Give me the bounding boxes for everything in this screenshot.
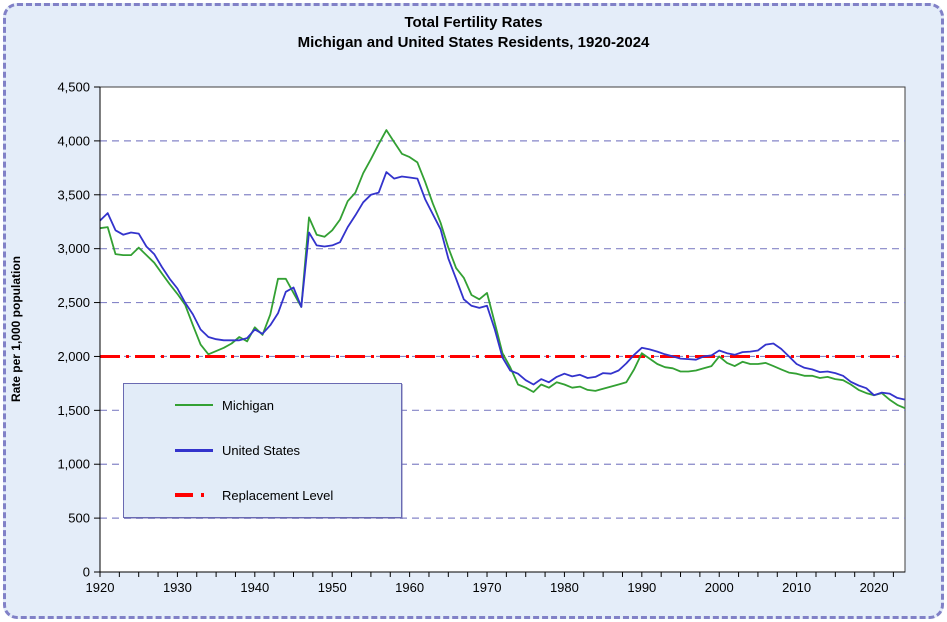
y-tick-label: 3,500 [57, 187, 90, 202]
legend-label-michigan: Michigan [222, 397, 275, 413]
x-tick-label: 1920 [86, 580, 115, 595]
united-states-line-swatch [175, 448, 213, 452]
legend-item-replacement-level: Replacement Level [124, 483, 401, 507]
x-tick-label: 1940 [240, 580, 269, 595]
chart-subtitle: Michigan and United States Residents, 19… [297, 34, 650, 51]
y-tick-label: 2,000 [57, 349, 90, 364]
x-tick-label: 1980 [550, 580, 579, 595]
y-tick-label: 2,500 [57, 295, 90, 310]
chart-title-block: Total Fertility Rates Michigan and Unite… [0, 13, 947, 53]
chart-title: Total Fertility Rates [404, 14, 543, 31]
x-tick-label: 1930 [163, 580, 192, 595]
y-tick-label: 4,500 [57, 80, 90, 95]
y-tick-label: 0 [83, 565, 90, 580]
replacement-level-swatch [175, 493, 213, 497]
y-tick-label: 500 [68, 511, 90, 526]
x-tick-label: 2000 [705, 580, 734, 595]
x-tick-label: 1950 [318, 580, 347, 595]
y-tick-label: 1,500 [57, 403, 90, 418]
x-tick-label: 2010 [782, 580, 811, 595]
legend-label-united-states: United States [222, 442, 301, 458]
x-tick-label: 2020 [860, 580, 889, 595]
legend-label-replacement-level: Replacement Level [222, 487, 334, 503]
legend-item-michigan: Michigan [124, 393, 401, 417]
y-tick-label: 3,000 [57, 241, 90, 256]
x-tick-label: 1960 [395, 580, 424, 595]
y-axis-title-wrap: Rate per 1,000 population [6, 87, 26, 572]
y-tick-label: 1,000 [57, 457, 90, 472]
y-axis-title: Rate per 1,000 population [9, 256, 23, 403]
x-tick-label: 1990 [627, 580, 656, 595]
y-tick-label: 4,000 [57, 133, 90, 148]
united-states-line [99, 171, 906, 401]
legend-item-united-states: United States [124, 438, 401, 462]
x-tick-label: 1970 [473, 580, 502, 595]
michigan-line [99, 129, 906, 410]
legend-box: Michigan United States Replacement Level [123, 383, 402, 518]
michigan-line-swatch [175, 404, 213, 406]
